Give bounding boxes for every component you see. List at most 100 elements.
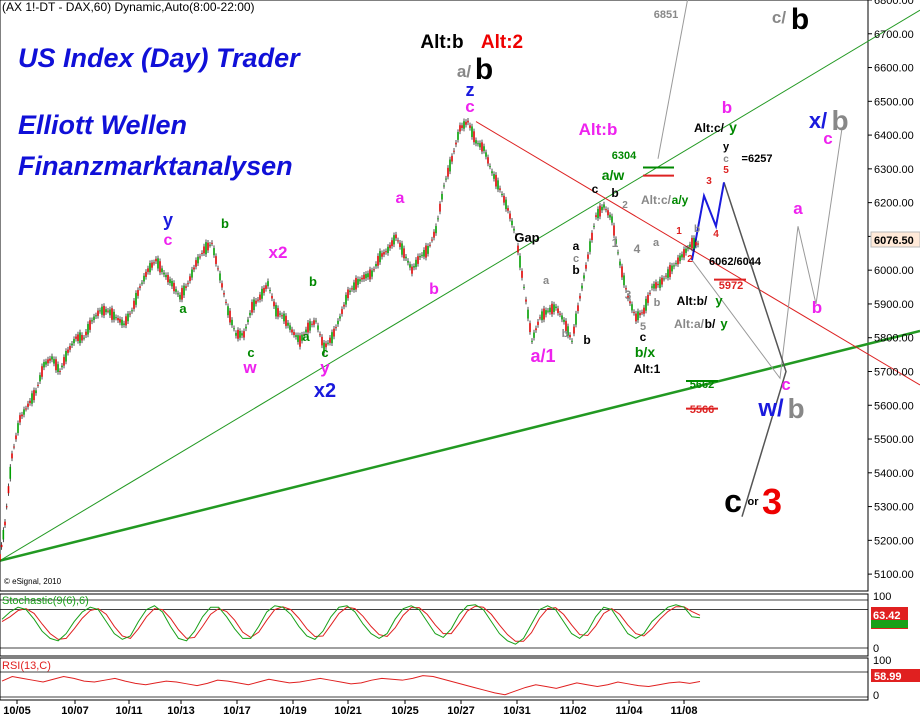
price-candle	[247, 319, 249, 323]
price-candle	[641, 312, 643, 314]
stochastic-pane	[0, 593, 869, 657]
price-candle	[529, 323, 531, 333]
price-candle	[155, 258, 157, 262]
price-series	[0, 118, 699, 563]
wave-label: 6062/6044	[709, 256, 762, 268]
price-candle	[263, 287, 265, 293]
price-candle	[589, 241, 591, 252]
price-candle	[675, 263, 677, 265]
price-candle	[633, 311, 635, 313]
price-candle	[541, 311, 543, 321]
price-candle	[375, 263, 377, 267]
wave-label: 5	[723, 165, 729, 176]
price-candle	[657, 283, 659, 286]
price-candle	[433, 231, 435, 238]
price-candle	[77, 334, 79, 341]
price-candle	[61, 365, 63, 368]
wave-label: y	[715, 293, 723, 308]
stoch-tag-bg-2	[871, 620, 908, 628]
price-candle	[543, 308, 545, 320]
price-candle	[451, 155, 453, 162]
price-candle	[591, 232, 593, 240]
stochastic-title: Stochastic(9(6),6)	[2, 595, 89, 607]
price-candle	[653, 283, 655, 289]
date-tick-label: 10/25	[391, 705, 419, 717]
price-candle	[507, 208, 509, 211]
price-candle	[367, 273, 369, 278]
wave-label: a	[653, 237, 660, 249]
price-candle	[435, 226, 437, 234]
price-candle	[567, 326, 569, 336]
price-tick-label: 5800.00	[874, 333, 914, 345]
date-tick-label: 11/02	[560, 705, 587, 717]
price-candle	[203, 246, 205, 254]
price-candle	[371, 270, 373, 277]
wave-label: c	[640, 330, 647, 344]
price-candle	[531, 340, 533, 342]
wave-label: =6257	[742, 153, 773, 165]
price-tick-label: 5900.00	[874, 299, 914, 311]
price-candle	[223, 293, 225, 295]
wave-label: a	[543, 275, 550, 287]
price-candle	[169, 279, 171, 284]
wave-label: b	[812, 298, 822, 317]
price-candle	[411, 266, 413, 274]
wave-label: b	[611, 186, 618, 200]
price-candle	[309, 321, 311, 331]
price-candle	[245, 326, 247, 329]
price-candle	[57, 364, 59, 373]
trendline	[0, 9, 920, 562]
wave-label: b/	[705, 317, 716, 331]
price-candle	[271, 295, 273, 299]
price-candle	[243, 331, 245, 338]
price-candle	[79, 332, 81, 344]
price-candle	[183, 285, 185, 296]
date-tick-label: 10/07	[61, 705, 89, 717]
price-candle	[93, 316, 95, 321]
rsi-title: RSI(13,C)	[2, 660, 51, 672]
price-candle	[295, 335, 297, 337]
price-candle	[635, 313, 637, 322]
price-candle	[73, 339, 75, 344]
price-candle	[179, 294, 181, 300]
price-candle	[467, 120, 469, 123]
price-candle	[205, 242, 207, 255]
price-candle	[437, 218, 439, 220]
price-candle	[191, 269, 193, 278]
price-candle	[89, 320, 91, 330]
price-tick-label: 5200.00	[874, 535, 914, 547]
price-candle	[365, 273, 367, 279]
price-candle	[125, 316, 127, 326]
price-candle	[569, 334, 571, 338]
brand-line-1: US Index (Day) Trader	[18, 43, 301, 73]
price-candle	[637, 311, 639, 321]
price-candle	[227, 306, 229, 316]
price-candle	[45, 361, 47, 365]
price-candle	[123, 323, 125, 325]
price-tick-label: 6800.00	[874, 0, 914, 7]
price-candle	[199, 256, 201, 258]
price-candle	[581, 285, 583, 289]
price-candle	[215, 256, 217, 264]
wave-label: a	[396, 190, 405, 207]
price-candle	[131, 310, 133, 312]
price-candle	[391, 240, 393, 247]
price-candle	[513, 228, 515, 231]
price-candle	[449, 159, 451, 172]
price-candle	[159, 261, 161, 273]
price-candle	[103, 305, 105, 316]
projection-grey-path	[691, 128, 843, 380]
price-candle	[143, 275, 145, 282]
wave-label: 3	[762, 481, 782, 522]
price-candle	[165, 275, 167, 278]
price-candle	[211, 242, 213, 244]
rsi-last-value: 58.99	[874, 671, 902, 683]
price-candle	[495, 174, 497, 187]
price-candle	[515, 235, 517, 238]
price-candle	[221, 283, 223, 288]
price-candle	[135, 292, 137, 305]
price-candle	[333, 328, 335, 337]
price-candle	[593, 225, 595, 227]
price-candle	[11, 453, 13, 459]
